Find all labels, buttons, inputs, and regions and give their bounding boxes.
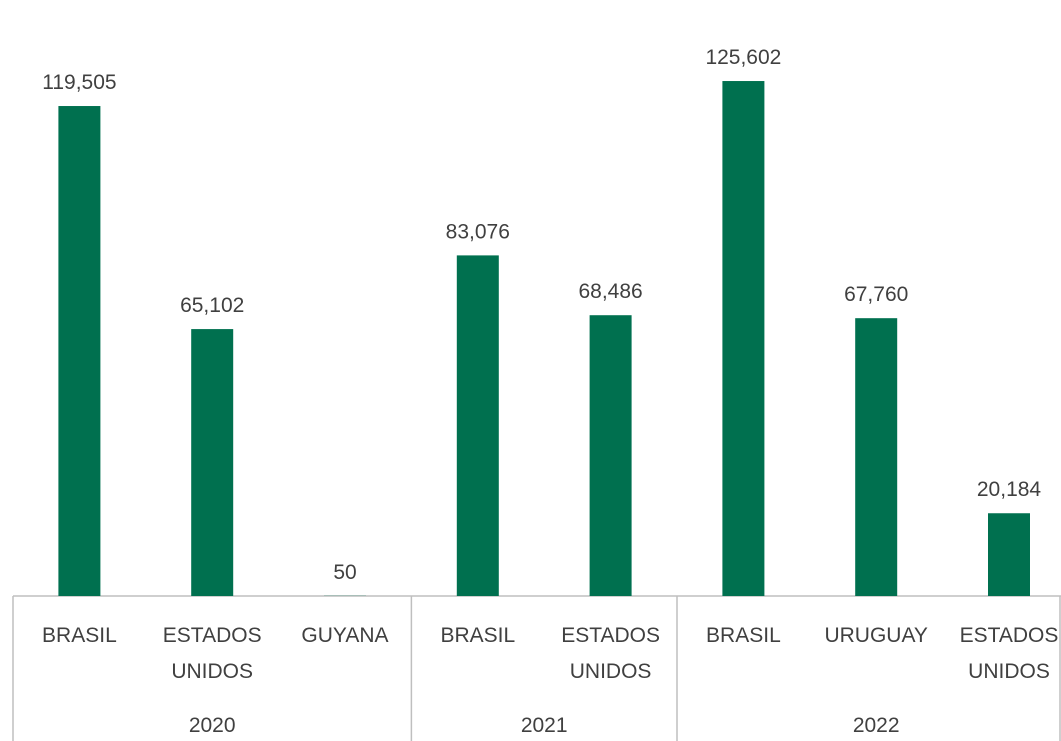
data-label: 65,102	[180, 294, 244, 317]
group-label: 2020	[189, 714, 236, 737]
category-label: UNIDOS	[570, 660, 652, 683]
category-label: BRASIL	[440, 624, 515, 647]
category-label: BRASIL	[42, 624, 117, 647]
category-label: ESTADOS	[561, 624, 660, 647]
data-label: 119,505	[42, 71, 116, 94]
bar	[589, 315, 632, 596]
category-label: UNIDOS	[171, 660, 253, 683]
bar	[456, 255, 499, 596]
category-label: ESTADOS	[960, 624, 1059, 647]
category-label: BRASIL	[706, 624, 781, 647]
group-label: 2022	[853, 714, 900, 737]
data-label: 50	[333, 561, 356, 584]
category-label: URUGUAY	[824, 624, 927, 647]
bar	[855, 318, 898, 596]
data-label: 67,760	[844, 283, 908, 306]
data-label: 125,602	[705, 46, 781, 69]
bar	[988, 513, 1030, 596]
group-label: 2021	[521, 714, 568, 737]
category-label: UNIDOS	[968, 660, 1050, 683]
bar	[191, 329, 234, 596]
data-label: 83,076	[446, 220, 510, 243]
bar	[722, 81, 765, 596]
bar	[58, 106, 101, 596]
data-label: 68,486	[578, 280, 642, 303]
data-label: 20,184	[977, 478, 1042, 501]
category-label: GUYANA	[301, 624, 388, 647]
category-label: ESTADOS	[163, 624, 262, 647]
